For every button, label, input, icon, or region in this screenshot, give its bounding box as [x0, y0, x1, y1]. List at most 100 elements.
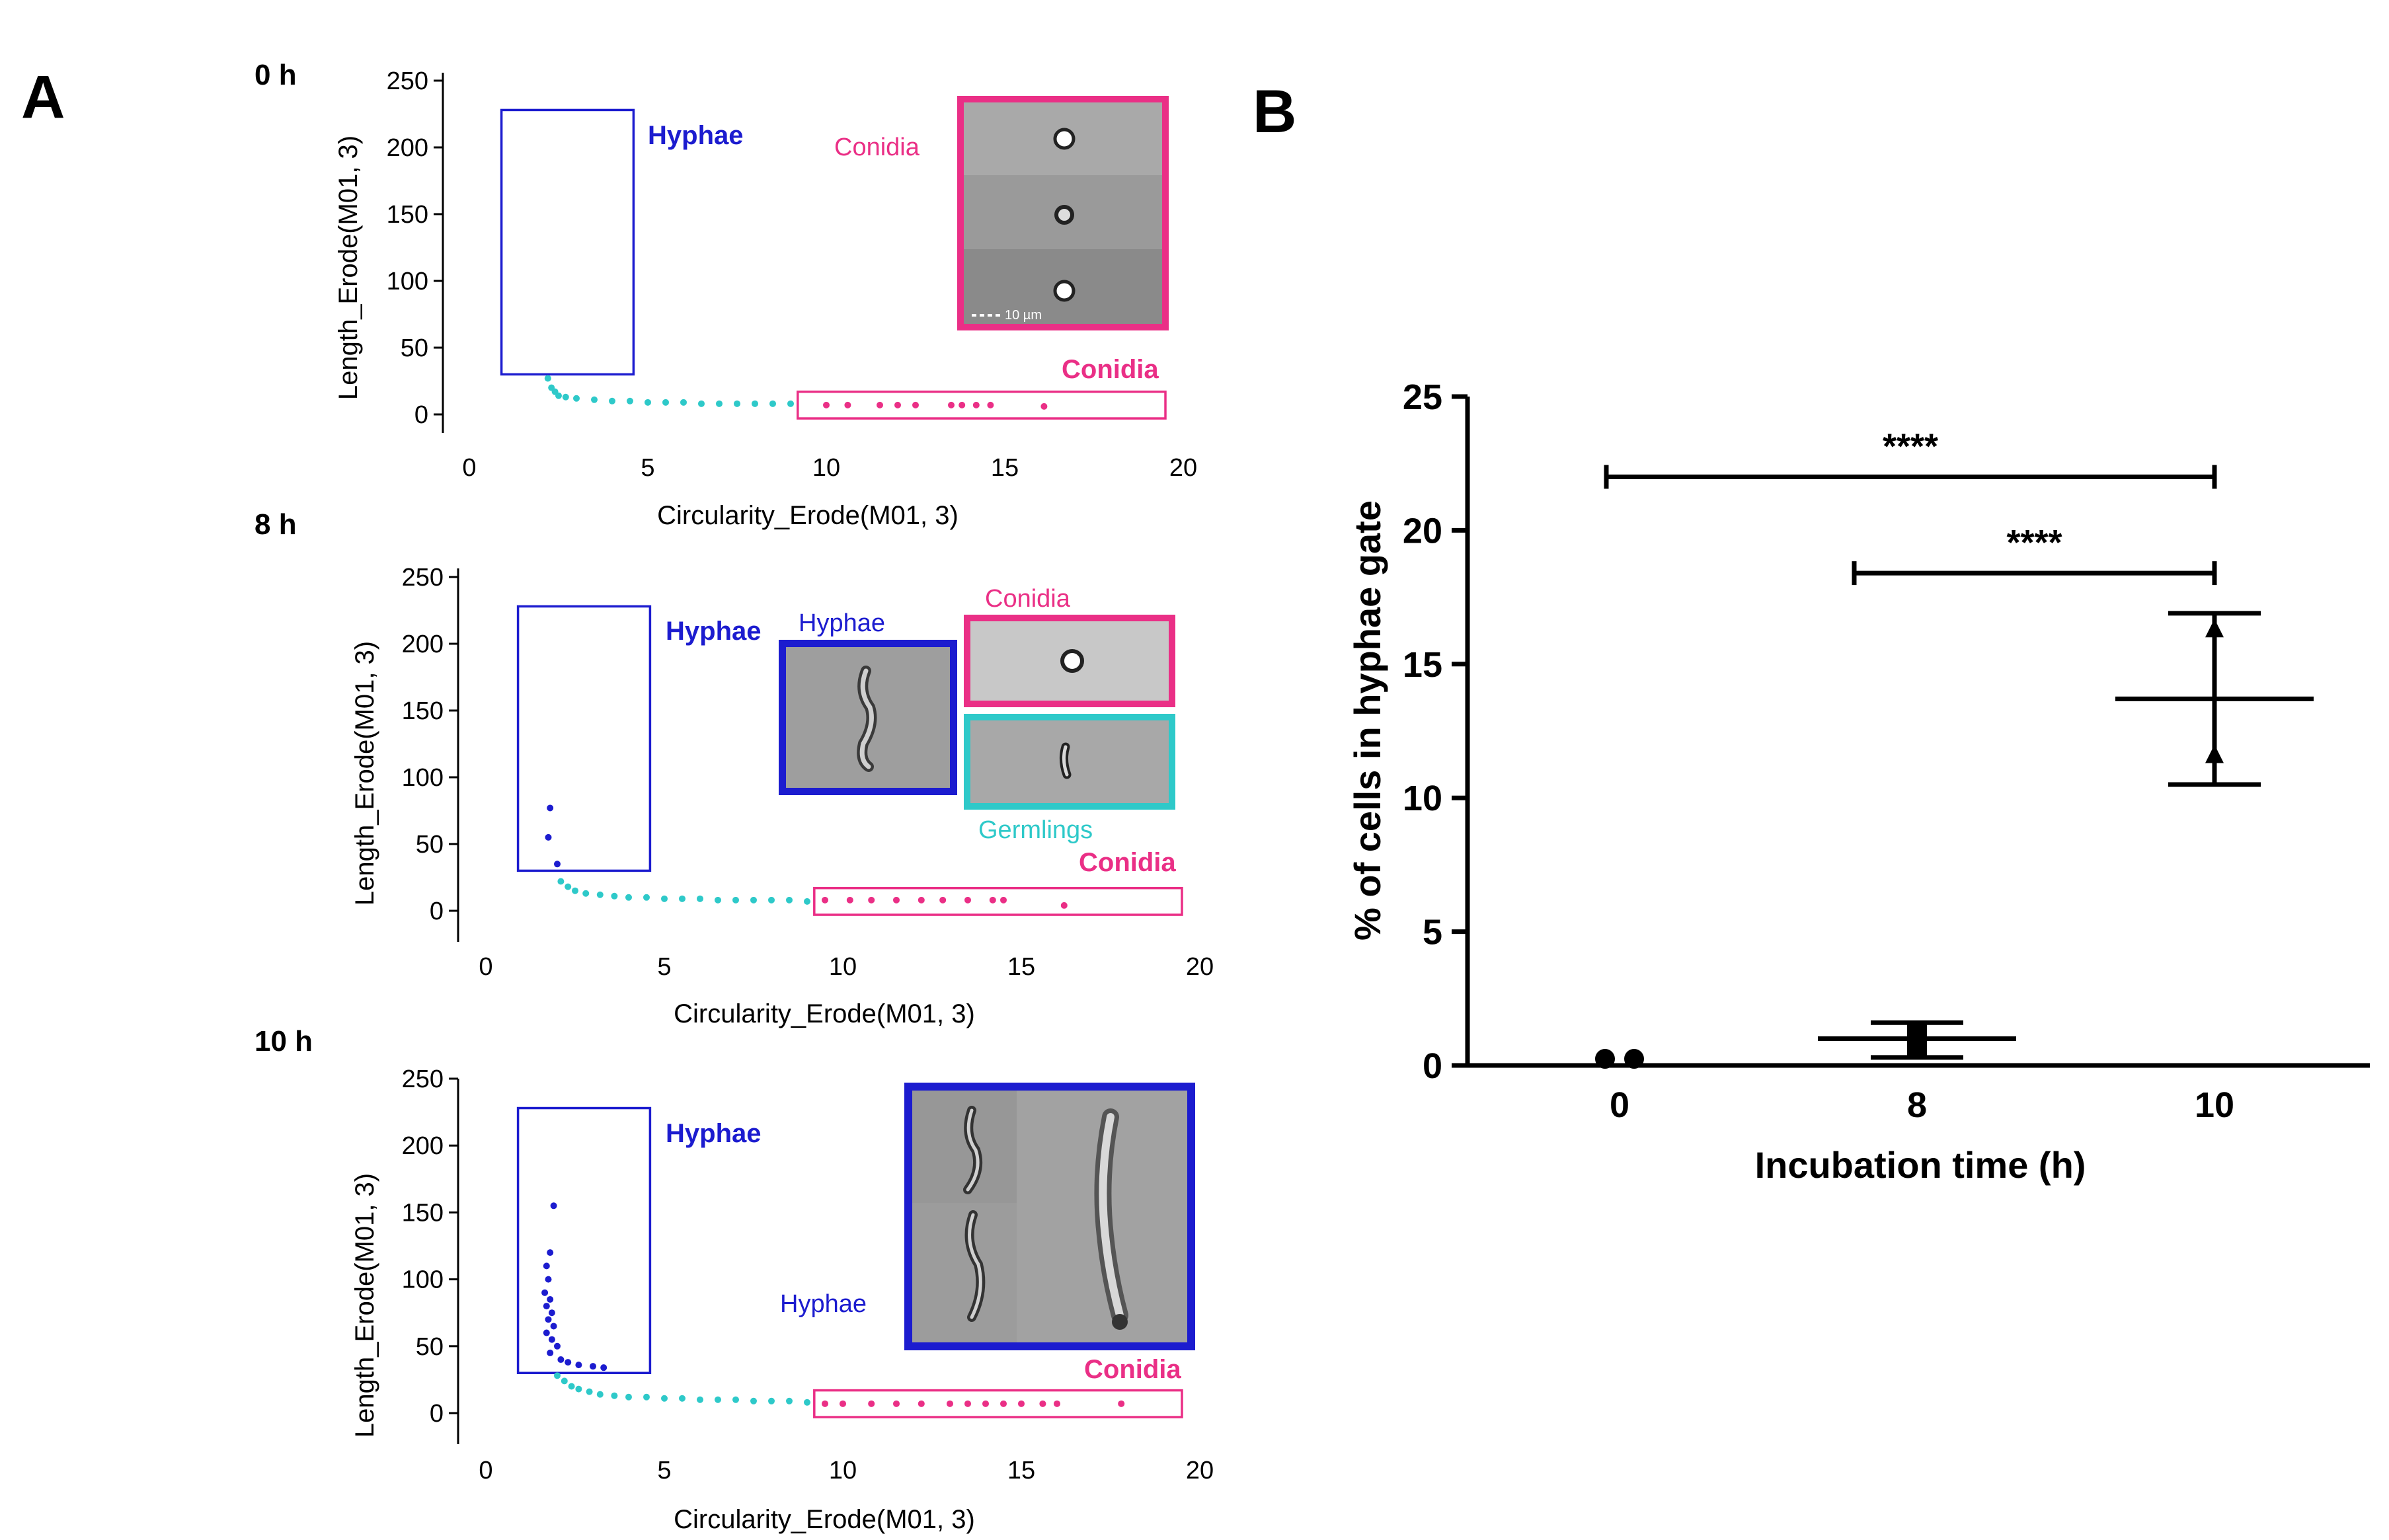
gate-hyphae: [516, 1106, 652, 1375]
y-tick-label: 50: [401, 334, 428, 362]
point-conidia: [972, 401, 980, 408]
panel-a-8h: 8 h 0 50 100 150 200 250 0 5 10 15 20 Length_Erod…: [255, 508, 1214, 1028]
point-germlings: [555, 392, 562, 399]
point-conidia: [868, 896, 875, 904]
point-hyphae: [550, 1202, 557, 1210]
data-point-0: [1595, 1048, 1615, 1069]
point-germlings: [715, 1396, 721, 1403]
point-germlings: [625, 1393, 632, 1401]
gate-hyphae: [516, 605, 652, 872]
inset-hyphae-8h: [779, 640, 957, 795]
point-germlings: [768, 896, 775, 904]
y-ticks-0h: 0 50 100 150 200 250: [387, 67, 443, 429]
point-conidia: [947, 1400, 953, 1407]
point-hyphae: [600, 1364, 607, 1371]
y-tick-label: 150: [387, 201, 428, 229]
point-germlings: [554, 1372, 561, 1379]
point-hyphae: [547, 1349, 554, 1356]
point-germlings: [562, 393, 569, 401]
sig-label: ****: [2006, 523, 2062, 562]
point-germlings: [769, 400, 776, 407]
point-hyphae: [545, 1276, 552, 1283]
point-hyphae: [545, 833, 552, 841]
gate-conidia: [813, 1389, 1183, 1418]
point-germlings: [661, 1395, 668, 1402]
point-germlings: [787, 400, 794, 407]
point-conidia: [964, 1400, 971, 1407]
x-tick-label: 0: [462, 454, 476, 482]
point-hyphae: [550, 1323, 557, 1330]
point-hyphae: [548, 1309, 555, 1317]
point-germlings: [611, 1392, 618, 1399]
gate-label-hyphae-0h: Hyphae: [648, 121, 744, 150]
point-germlings: [572, 887, 578, 894]
x-axis-title-0h: Circularity_Erode(M01, 3): [657, 501, 959, 530]
point-conidia: [959, 401, 966, 408]
point-conidia: [939, 896, 947, 904]
point-hyphae: [554, 861, 561, 868]
sig-label: ****: [1883, 426, 1938, 466]
panel-a-10h: 10 h 0 50 100 150 200 250 0 5 10 15 20 Length_Ero…: [255, 1025, 1214, 1534]
point-germlings: [645, 399, 651, 406]
y-tick-label-b: 15: [1403, 645, 1442, 685]
point-germlings: [661, 895, 668, 902]
point-germlings: [715, 896, 721, 904]
point-conidia: [822, 1400, 828, 1407]
gates-8h: [516, 605, 1183, 916]
point-germlings: [544, 375, 551, 382]
point-germlings: [804, 898, 810, 905]
x-tick-label-b: 8: [1907, 1085, 1927, 1125]
point-conidia: [918, 1400, 925, 1407]
gate-hyphae: [500, 108, 635, 376]
data-point-0: [1624, 1048, 1644, 1069]
point-conidia: [822, 896, 828, 904]
point-germlings: [611, 892, 618, 900]
scale-bar-0h: 10 µm: [1005, 308, 1042, 323]
x-tick-label: 5: [657, 1457, 671, 1484]
point-conidia: [846, 896, 853, 904]
point-conidia: [1118, 1400, 1125, 1407]
time-label-0h: 0 h: [255, 59, 297, 91]
point-conidia: [1040, 403, 1048, 410]
point-germlings: [786, 1397, 793, 1405]
point-hyphae: [541, 1289, 549, 1296]
y-axis-title-10h: Length_Erode(M01, 3): [350, 1173, 379, 1438]
point-hyphae: [557, 1356, 565, 1364]
point-germlings: [697, 895, 703, 902]
x-tick-label: 0: [479, 953, 492, 981]
x-axis-title-b: Incubation time (h): [1755, 1144, 2086, 1186]
x-tick-label: 15: [1007, 1457, 1035, 1484]
points-10h: [541, 1202, 1125, 1407]
point-conidia: [1000, 896, 1007, 904]
time-label-8h: 8 h: [255, 508, 297, 541]
y-tick-label: 100: [402, 764, 444, 792]
inset-label-hyphae-10h: Hyphae: [780, 1290, 867, 1318]
y-axis-title-0h: Length_Erode(M01, 3): [334, 135, 363, 400]
point-conidia: [1000, 1400, 1007, 1407]
gate-label-hyphae-10h: Hyphae: [666, 1119, 762, 1148]
y-ticks-10h: 0 50 100 150 200 250: [402, 1065, 458, 1428]
y-tick-label-b: 25: [1403, 377, 1442, 417]
point-conidia: [840, 1400, 846, 1407]
panel-b-letter: B: [1253, 78, 1296, 145]
data-point-10: [2205, 619, 2224, 638]
point-conidia: [987, 401, 994, 408]
x-tick-label-b: 0: [1610, 1085, 1629, 1125]
point-germlings: [591, 396, 598, 403]
point-conidia: [894, 401, 901, 408]
point-hyphae: [554, 1342, 561, 1350]
point-hyphae: [565, 1359, 572, 1366]
point-germlings: [582, 890, 590, 897]
point-hyphae: [543, 1329, 550, 1336]
point-hyphae: [575, 1362, 582, 1369]
points-0h: [544, 375, 1048, 410]
point-germlings: [625, 894, 632, 901]
inset-label-conidia-8h: Conidia: [985, 585, 1071, 613]
panel-a-letter: A: [21, 63, 65, 131]
x-tick-label: 5: [657, 953, 671, 981]
point-hyphae: [547, 1295, 554, 1303]
point-germlings: [786, 896, 793, 904]
inset-label-hyphae-8h: Hyphae: [799, 609, 885, 637]
gate-label-conidia-0h: Conidia: [1062, 355, 1159, 384]
point-germlings: [557, 878, 565, 885]
